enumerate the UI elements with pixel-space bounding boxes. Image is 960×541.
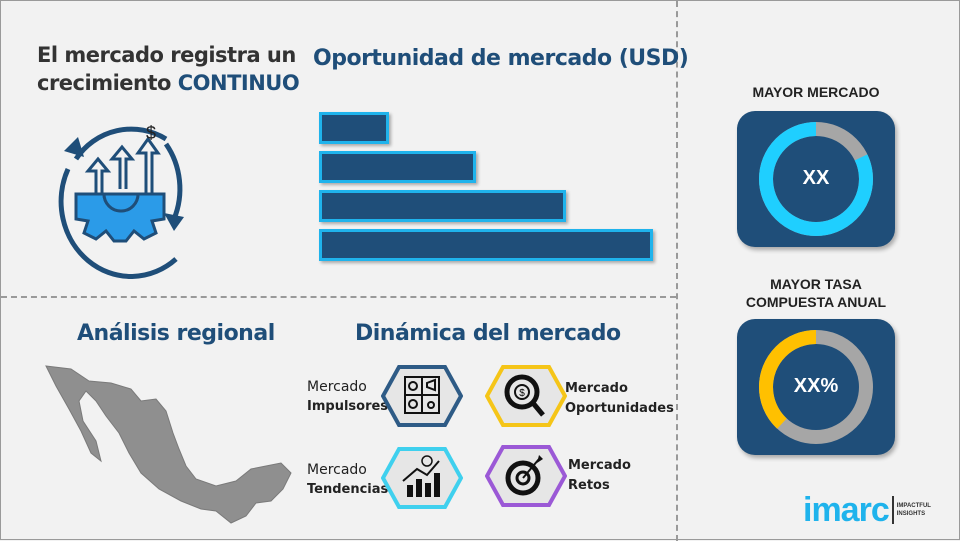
largest-market-value: XX bbox=[802, 167, 830, 189]
growth-chart-icon bbox=[402, 455, 440, 497]
puzzle-icon bbox=[404, 376, 440, 414]
drivers-hexagon[interactable] bbox=[381, 365, 463, 427]
mexico-map bbox=[45, 365, 292, 524]
challenges-label: Mercado Retos bbox=[568, 458, 631, 493]
trends-hexagon[interactable] bbox=[381, 447, 463, 509]
drivers-label: Mercado Impulsores bbox=[307, 379, 389, 414]
opportunity-bar bbox=[319, 190, 567, 222]
cagr-title: MAYOR TASA COMPUESTA ANUAL bbox=[745, 276, 887, 310]
dynamics-title: Dinámica del mercado bbox=[355, 321, 621, 346]
target-icon bbox=[505, 455, 543, 496]
donut-fill bbox=[759, 330, 873, 444]
magnifier-dollar-icon: $ bbox=[504, 374, 545, 417]
donut-fill bbox=[759, 122, 873, 236]
cagr-value: XX% bbox=[793, 375, 839, 397]
growth-heading: El mercado registra un crecimiento CONTI… bbox=[37, 43, 300, 95]
largest-market-card: XX bbox=[737, 111, 895, 247]
largest-market-donut bbox=[759, 122, 873, 236]
challenges-hexagon[interactable] bbox=[485, 445, 567, 507]
opportunity-title: Oportunidad de mercado (USD) bbox=[313, 46, 689, 71]
largest-market-title: MAYOR MERCADO bbox=[752, 84, 880, 100]
dollar-sign: $ bbox=[146, 123, 156, 143]
opportunity-bar bbox=[319, 112, 390, 144]
regional-title: Análisis regional bbox=[77, 321, 275, 346]
horizontal-divider bbox=[1, 296, 676, 298]
opportunity-bar bbox=[319, 151, 476, 183]
imarc-logo: imarc IMPACTFUL INSIGHTS bbox=[803, 491, 931, 529]
svg-text:$: $ bbox=[519, 388, 525, 399]
opportunities-hexagon[interactable]: $ bbox=[485, 365, 567, 427]
cagr-card: XX% bbox=[737, 319, 895, 455]
opportunity-bar bbox=[319, 229, 653, 261]
gear-growth-arrows-dollar-icon: $ bbox=[58, 123, 184, 279]
trends-label: Mercado Tendencias bbox=[307, 462, 389, 497]
vertical-divider bbox=[676, 1, 678, 541]
cagr-donut bbox=[759, 330, 873, 444]
opportunities-label: Mercado Oportunidades bbox=[565, 381, 674, 416]
